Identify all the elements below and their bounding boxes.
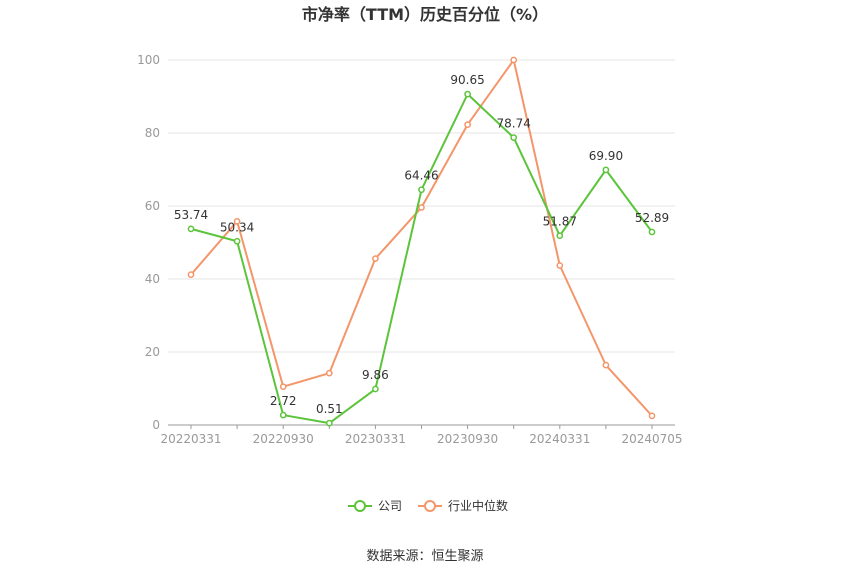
y-axis: 0 20 40 60 80 100 [137, 53, 160, 432]
y-tick-label: 100 [137, 53, 160, 67]
legend-label: 公司 [378, 499, 402, 513]
data-point [325, 419, 333, 427]
y-tick-label: 0 [152, 418, 160, 432]
data-point [187, 225, 195, 233]
source-note: 数据来源：恒生聚源 [366, 549, 483, 564]
series-line [190, 93, 653, 425]
data-label: 2.72 [270, 394, 297, 408]
x-tick-label: 20240705 [621, 432, 682, 446]
data-label: 64.46 [404, 169, 438, 183]
data-label: 52.89 [635, 211, 669, 225]
data-point [279, 383, 287, 391]
y-tick-label: 60 [145, 199, 160, 213]
x-tick-label: 20220930 [253, 432, 314, 446]
data-point [418, 186, 425, 194]
series-company: 53.74 50.34 2.72 0.51 9.86 64.46 90.65 78.74 51.… [174, 73, 669, 427]
data-point [602, 361, 610, 369]
data-label: 69.90 [589, 149, 623, 163]
x-tick-label: 20230930 [437, 432, 498, 446]
series-line [190, 59, 653, 417]
data-label: 51.87 [543, 215, 577, 229]
data-point [372, 385, 379, 393]
data-point [556, 232, 564, 240]
legend-label: 行业中位数 [448, 498, 508, 513]
legend-swatch-marker [354, 500, 366, 512]
x-axis: 20220331 20220930 20230331 20230930 20240331… [160, 425, 683, 446]
data-point [187, 271, 195, 278]
y-tick-label: 20 [145, 345, 160, 359]
data-point [418, 204, 425, 211]
series-industry-median [187, 56, 656, 420]
data-point [233, 237, 241, 245]
data-label: 90.65 [450, 73, 484, 87]
data-label: 0.51 [316, 402, 343, 416]
data-point [233, 217, 241, 225]
data-point [279, 411, 287, 419]
data-point [510, 134, 518, 141]
grid [168, 59, 675, 426]
x-tick-label: 20240331 [529, 432, 590, 446]
chart-title: 市净率（TTM）历史百分位（%） [302, 5, 548, 24]
data-point [464, 90, 471, 98]
data-point [602, 166, 610, 174]
x-tick-label: 20220331 [160, 432, 221, 446]
data-point [648, 228, 656, 236]
x-tick-label: 20230331 [345, 432, 406, 446]
y-tick-label: 80 [145, 126, 160, 140]
data-label: 78.74 [497, 117, 531, 131]
legend-swatch-marker [424, 500, 436, 512]
data-label: 53.74 [174, 208, 208, 222]
data-label: 9.86 [362, 368, 389, 382]
data-point [325, 369, 333, 377]
data-point [556, 262, 564, 269]
data-point [464, 121, 471, 128]
data-point [648, 412, 656, 420]
data-label: 50.34 [220, 220, 254, 234]
data-point [372, 255, 379, 262]
data-point [510, 56, 518, 64]
legend: 公司 行业中位数 [348, 498, 508, 513]
y-tick-label: 40 [145, 272, 160, 286]
series-group: 53.74 50.34 2.72 0.51 9.86 64.46 90.65 78.74 51.… [174, 56, 669, 427]
